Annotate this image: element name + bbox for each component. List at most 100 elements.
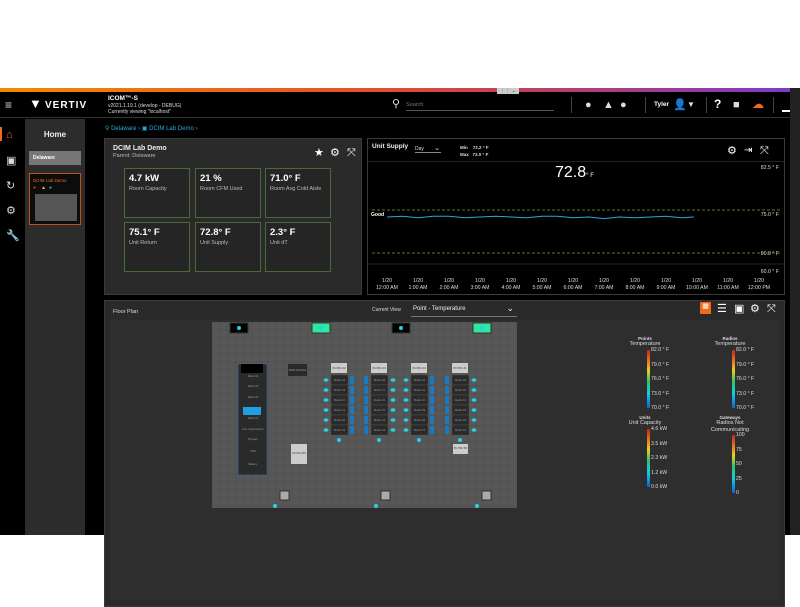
cold-aisle-sensor: [430, 406, 434, 414]
export-icon[interactable]: ⇥: [744, 145, 753, 156]
tile-label: Unit Return: [129, 240, 157, 246]
floor-expand-icon[interactable]: ⤧: [767, 303, 776, 315]
tile-value: 72.8° F: [200, 227, 231, 238]
breadcrumb: ⚲ Delaware › ▣ DCIM Lab Demo ›: [105, 126, 198, 132]
min-max: Min 72.2 ° F Max 73.0 ° F: [460, 145, 489, 157]
legend-tick: 76.0 ° F: [651, 376, 670, 382]
site-card[interactable]: DCIM Lab Demo ● ▲ ●: [29, 173, 81, 225]
gateway: [279, 490, 290, 501]
accent-bar: [0, 88, 800, 92]
tile-room-cfm[interactable]: 21 % Room CFM Used: [195, 168, 261, 218]
user-name[interactable]: Tyler: [654, 101, 670, 108]
menu-icon[interactable]: ≡: [5, 98, 13, 112]
tile-unit-dt[interactable]: 2.3° F Unit dT: [265, 222, 331, 272]
extension-handle[interactable]: ⋮⋮ ⌄: [497, 88, 519, 94]
wrench-icon[interactable]: 🔧: [6, 230, 20, 242]
folder-icon[interactable]: ■: [733, 99, 740, 111]
chevron-down-icon: ⌄: [506, 303, 514, 313]
critical-icon: ●: [33, 185, 37, 191]
tile-unit-return[interactable]: 75.1° F Unit Return: [124, 222, 190, 272]
sensor-icon: [374, 504, 378, 508]
map-view-icon[interactable]: ▦: [700, 302, 711, 314]
sensor-icon: [390, 388, 396, 392]
tile-room-avg-cold-aisle[interactable]: 71.0° F Room Avg Cold Aisle: [265, 168, 331, 218]
x-tick-date: 1/20: [413, 278, 423, 284]
viewing-host: Currently viewing "localhost": [108, 109, 172, 115]
rack-label: Rack 20: [334, 418, 345, 422]
chart-settings-icon[interactable]: ⚙: [727, 145, 737, 157]
rack-label: Rack 18: [374, 378, 385, 382]
home-icon[interactable]: ⌂: [6, 129, 13, 141]
sensor-icon: [390, 398, 396, 402]
x-tick-date: 1/20: [599, 278, 609, 284]
gateway: [380, 490, 391, 501]
rack: [330, 424, 349, 436]
minimize-icon[interactable]: [782, 110, 794, 112]
x-tick-time: 10:00 AM: [686, 285, 708, 291]
tile-unit-supply[interactable]: 72.8° F Unit Supply: [195, 222, 261, 272]
report-icon[interactable]: ▣: [734, 303, 745, 315]
critical-alarm-icon[interactable]: ●: [585, 99, 592, 111]
summary-title: DCIM Lab Demo: [113, 145, 167, 152]
warning-alarm-icon[interactable]: ▲: [603, 99, 614, 111]
help-icon[interactable]: ?: [714, 97, 722, 111]
legend-head: Units: [639, 415, 651, 420]
sensor-icon: [319, 326, 323, 330]
cloud-download-icon[interactable]: ☁: [752, 97, 764, 111]
x-tick-time: 7:00 AM: [594, 285, 613, 291]
left-unit-label: Rack 32: [248, 395, 259, 399]
sync-icon[interactable]: ↻: [6, 180, 16, 192]
info-alarm-icon[interactable]: ●: [620, 99, 627, 111]
chart-expand-icon[interactable]: ⤧: [760, 145, 769, 157]
cold-aisle-sensor: [364, 396, 368, 404]
legend-head: Points: [638, 336, 652, 341]
y-tick-label: 82.5 ° F: [761, 165, 779, 171]
x-tick-time: 3:00 AM: [470, 285, 489, 291]
breadcrumb-dcim-lab-demo[interactable]: DCIM Lab Demo: [149, 126, 194, 132]
reports-icon[interactable]: ▣: [6, 155, 17, 167]
pdu: [371, 363, 387, 373]
sensor-icon: [458, 438, 462, 442]
icon-rail: ⌂ ▣ ↻ ⚙ 🔧: [0, 119, 25, 535]
search-input[interactable]: [406, 99, 554, 111]
cold-aisle-sensor: [364, 416, 368, 424]
tile-room-capacity[interactable]: 4.7 kW Room Capacity: [124, 168, 190, 218]
search-icon: ⚲: [392, 98, 401, 110]
scrollbar[interactable]: [790, 88, 800, 535]
tile-value: 75.1° F: [129, 227, 160, 238]
gear-icon[interactable]: ⚙: [6, 205, 16, 217]
cold-aisle-sensor: [430, 386, 434, 394]
user-menu-chevron-icon[interactable]: ▼: [687, 100, 695, 109]
site-card-label: DCIM Lab Demo: [33, 178, 67, 183]
sensor-icon: [403, 378, 409, 382]
floor-plan-map[interactable]: PC PDU A2 Rack 24 Rack 23 Rack 22 Rack 21 Rac…: [212, 322, 517, 508]
sensor-icon: [390, 428, 396, 432]
star-icon[interactable]: ★: [314, 147, 324, 159]
range-select[interactable]: Day ⌄: [415, 145, 441, 153]
settings-icon[interactable]: ⚙: [330, 147, 340, 159]
tile-label: Unit dT: [270, 240, 288, 246]
legend-head: Radios: [722, 336, 738, 341]
view-select[interactable]: Point - Temperature ⌄: [411, 303, 517, 317]
left-unit-label: Bypass: [248, 437, 258, 441]
sensor-icon: [471, 378, 477, 382]
legend-color-bar: [647, 350, 650, 408]
user-icon[interactable]: 👤: [673, 99, 687, 111]
sensor-icon: [273, 504, 277, 508]
rack: [410, 424, 429, 436]
list-view-icon[interactable]: ☰: [717, 303, 727, 315]
expand-icon[interactable]: ⤧: [347, 147, 356, 159]
tile-label: Room Capacity: [129, 186, 167, 192]
breadcrumb-delaware[interactable]: Delaware: [111, 126, 137, 132]
cold-aisle-sensor: [350, 406, 354, 414]
y-tick-label: 60.0 ° F: [761, 251, 779, 257]
series-line: [386, 215, 694, 220]
unit-supply-chart: 82.5 ° F75.0 ° F60.0 ° F60.0 ° F1/2012:0…: [368, 165, 784, 291]
x-tick-time: 1:00 AM: [408, 285, 427, 291]
brand-logo: VERTIV: [45, 100, 88, 111]
tile-label: Room Avg Cold Aisle: [270, 186, 322, 192]
x-tick-time: 4:00 AM: [501, 285, 520, 291]
floor-settings-icon[interactable]: ⚙: [750, 303, 760, 315]
sidebar-item-delaware[interactable]: Delaware: [29, 151, 81, 165]
info-icon: ●: [49, 185, 53, 191]
